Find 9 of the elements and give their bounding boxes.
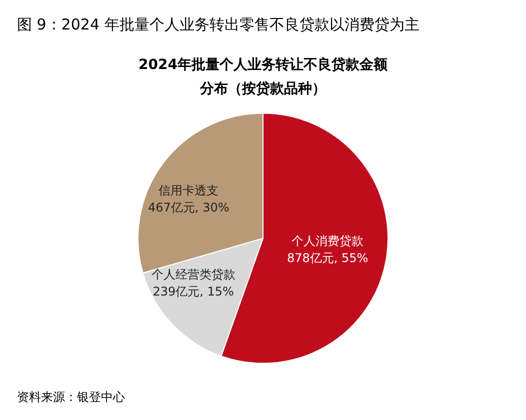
slice-label: 信用卡透支 bbox=[158, 183, 219, 198]
data-label: 239亿元, 15% bbox=[152, 284, 234, 299]
data-label: 878亿元, 55% bbox=[286, 250, 368, 265]
text: 资料来源：银登中心 bbox=[17, 390, 125, 404]
slice-label: 个人经营类贷款 bbox=[151, 268, 236, 282]
chart-subtitle: 2024年批量个人业务转让不良贷款金额分布（按贷款品种） bbox=[138, 56, 388, 97]
chart-title: 图 9：2024 年批量个人业务转出零售不良贷款以消费贷为主 bbox=[17, 16, 420, 34]
data-label: 467亿元, 30% bbox=[148, 200, 230, 214]
slice-label: 个人消费贷款 bbox=[292, 234, 364, 248]
